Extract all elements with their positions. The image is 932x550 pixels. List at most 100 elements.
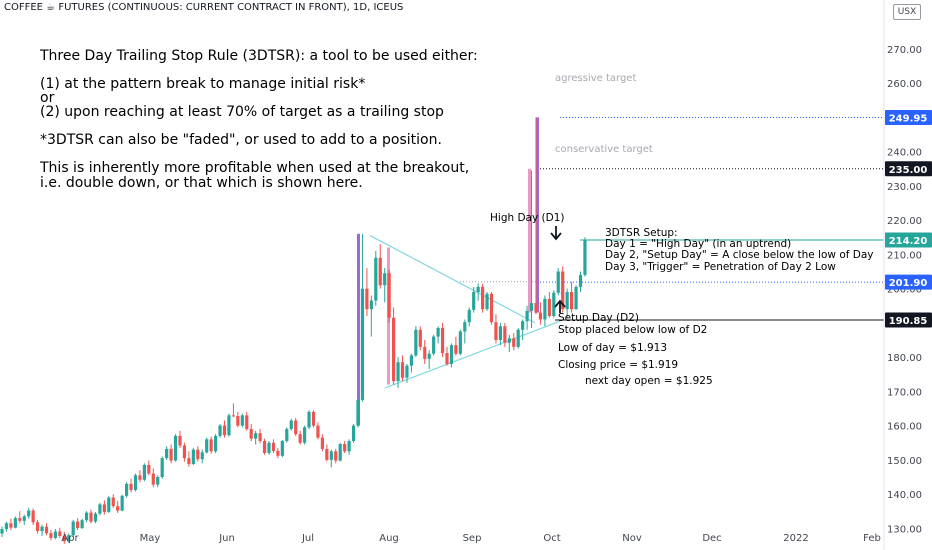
candle-body	[498, 326, 502, 340]
down-arrow-icon	[550, 226, 562, 241]
candle-body	[262, 441, 267, 454]
candle-body	[467, 309, 471, 323]
setup-day2: Day 2, "Setup Day" = A close below the l…	[605, 249, 874, 261]
candle-body	[240, 415, 244, 426]
x-tick-label: Jun	[218, 533, 235, 544]
note-rule-title: Three Day Trailing Stop Rule (3DTSR): a …	[40, 48, 478, 64]
candle-body	[405, 365, 409, 378]
candlesticks	[0, 117, 587, 544]
candle-body	[258, 433, 262, 442]
candle-body	[142, 465, 146, 480]
y-tick-label: 170.00	[887, 387, 922, 398]
candle-body	[423, 346, 427, 359]
candle-body	[454, 345, 458, 354]
candle-body	[147, 465, 151, 474]
stop-placement-label: Stop placed below low of D2	[558, 324, 708, 336]
candle-body	[449, 345, 454, 364]
candle-body	[18, 518, 22, 521]
y-tick-label: 200.00	[887, 285, 922, 296]
note-rule-1: (1) at the pattern break to manage initi…	[40, 76, 366, 92]
arrows	[550, 226, 566, 313]
candle-body	[267, 442, 271, 454]
candle-body	[80, 520, 84, 529]
y-tick-label: 240.00	[887, 148, 922, 159]
candle-body	[62, 535, 66, 542]
candle-body	[254, 433, 258, 439]
candle-body	[307, 411, 311, 428]
candle-body	[512, 338, 516, 347]
candle-body	[521, 321, 525, 330]
price-level-tag	[885, 274, 932, 290]
candle-body	[67, 535, 71, 542]
note-profit-1: This is inherently more profitable when …	[40, 160, 470, 176]
x-tick-label: Dec	[702, 533, 721, 544]
y-tick-label: 180.00	[887, 353, 922, 364]
candle-body	[196, 449, 200, 460]
candle-body	[472, 292, 476, 310]
conservative-target-label: conservative target	[555, 144, 653, 155]
candle-body	[369, 300, 373, 310]
candle-body	[387, 273, 391, 318]
candle-body	[516, 329, 520, 347]
candle-body	[427, 353, 431, 359]
aggressive-target-label: agressive target	[555, 73, 637, 84]
candle-body	[481, 286, 485, 310]
x-tick-label: 2022	[783, 533, 808, 544]
price-level-label: 214.20	[889, 236, 928, 247]
candle-body	[329, 451, 333, 460]
candle-body	[0, 529, 4, 534]
candle-body	[485, 293, 489, 310]
candle-body	[120, 495, 124, 511]
x-tick-label: Aug	[379, 533, 399, 544]
candle-body	[116, 506, 120, 511]
candle-body	[400, 362, 405, 378]
candle-body	[325, 448, 329, 460]
candle-body	[182, 445, 187, 459]
candle-body	[84, 512, 89, 521]
candle-body	[396, 362, 400, 382]
candle-body	[294, 420, 298, 435]
y-tick-label: 210.00	[887, 250, 922, 261]
triangle-upper-line	[369, 235, 536, 324]
flagpole-1	[357, 233, 360, 426]
candle-body	[458, 331, 462, 354]
note-fade: *3DTSR can also be "faded", or used to a…	[40, 132, 442, 148]
candle-body	[249, 429, 253, 439]
up-arrow-icon	[554, 299, 566, 313]
candle-body	[561, 271, 565, 310]
candle-body	[529, 303, 534, 311]
candle-body	[574, 286, 578, 310]
candle-body	[298, 434, 302, 443]
candle-body	[22, 516, 26, 521]
price-level-tag	[885, 161, 932, 177]
candle-body	[129, 483, 133, 491]
price-level-label: 249.95	[889, 114, 928, 125]
candle-body	[205, 439, 209, 453]
candle-body	[534, 303, 538, 313]
candle-body	[236, 416, 240, 426]
candle-body	[71, 521, 75, 536]
candle-body	[227, 415, 231, 436]
x-tick-label: May	[140, 533, 161, 544]
candle-body	[9, 523, 13, 528]
candle-body	[200, 452, 204, 460]
candle-body	[111, 497, 115, 507]
currency-button[interactable]: USX	[893, 4, 921, 20]
closing-price-label: Closing price = $1.919	[558, 359, 679, 371]
price-level-tag	[885, 312, 932, 328]
candle-body	[58, 531, 62, 536]
triangle-lower-line	[384, 320, 561, 389]
candle-body	[409, 355, 413, 366]
price-level-label: 190.85	[889, 316, 928, 327]
candle-body	[556, 271, 560, 293]
next-day-open-label: next day open = $1.925	[585, 375, 713, 387]
setup-day3: Day 3, "Trigger" = Penetration of Day 2 …	[605, 261, 836, 273]
candle-body	[89, 512, 93, 522]
y-tick-label: 140.00	[887, 490, 922, 501]
note-profit-2: i.e. double down, or that which is shown…	[40, 175, 363, 191]
y-tick-label: 150.00	[887, 456, 922, 467]
candle-body	[440, 328, 445, 354]
setup-title: 3DTSR Setup:	[605, 227, 678, 239]
candle-body	[285, 429, 289, 442]
